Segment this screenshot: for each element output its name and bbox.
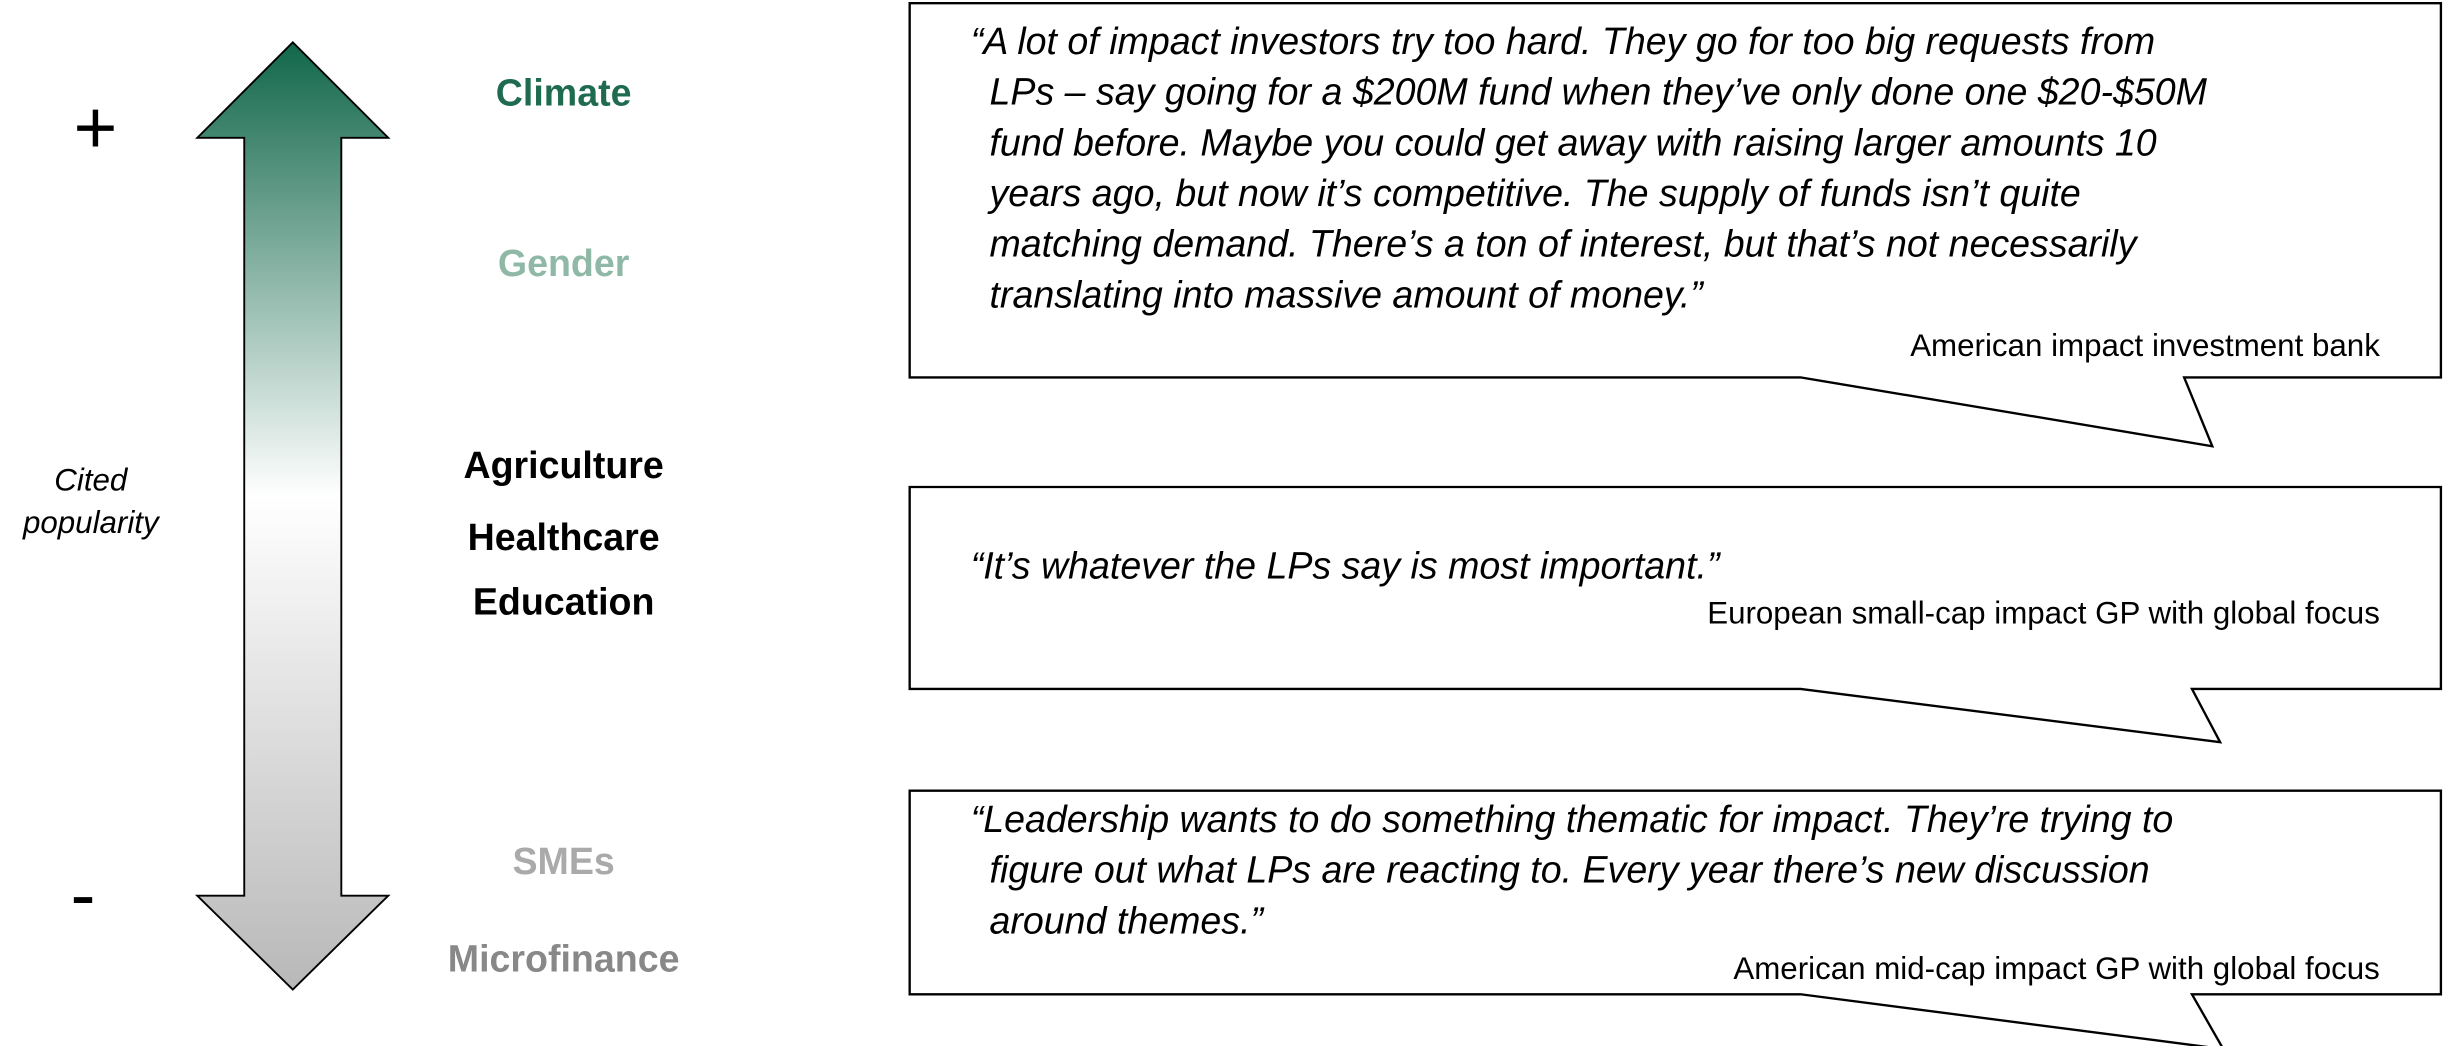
quote-line: years ago, but now it’s competitive. The… — [987, 172, 2081, 214]
quote-line: fund before. Maybe you could get away wi… — [990, 121, 2157, 163]
theme-label: Gender — [498, 242, 630, 284]
quote-line: “It’s whatever the LPs say is most impor… — [971, 544, 1721, 586]
quote-line: “Leadership wants to do something themat… — [971, 798, 2174, 840]
quote-source: American impact investment bank — [1910, 328, 2380, 363]
theme-label: Climate — [496, 71, 632, 113]
quote-source: American mid-cap impact GP with global f… — [1733, 951, 2380, 986]
popularity-arrow — [194, 41, 391, 991]
quote-line: around themes.” — [990, 899, 1265, 941]
quote-line: “A lot of impact investors try too hard.… — [971, 20, 2155, 62]
theme-label: SMEs — [512, 840, 614, 882]
callout-box — [908, 485, 2443, 744]
theme-label: Healthcare — [468, 516, 660, 558]
callouts — [908, 2, 2443, 1051]
axis-label: popularity — [22, 505, 161, 540]
quote-source: European small-cap impact GP with global… — [1707, 596, 2380, 631]
minus: - — [70, 852, 95, 936]
callout-box — [908, 2, 2443, 448]
quote-line: matching demand. There’s a ton of intere… — [990, 223, 2139, 265]
callout-box — [908, 789, 2443, 1051]
axis-label: Cited — [54, 463, 129, 498]
quote-line: LPs – say going for a $200M fund when th… — [990, 71, 2208, 113]
theme-label: Education — [473, 580, 655, 622]
theme-label: Microfinance — [448, 937, 680, 979]
quote-line: figure out what LPs are reacting to. Eve… — [990, 849, 2150, 891]
theme-label: Agriculture — [463, 444, 663, 486]
plus: + — [74, 85, 118, 169]
quote-line: translating into massive amount of money… — [990, 273, 1705, 315]
